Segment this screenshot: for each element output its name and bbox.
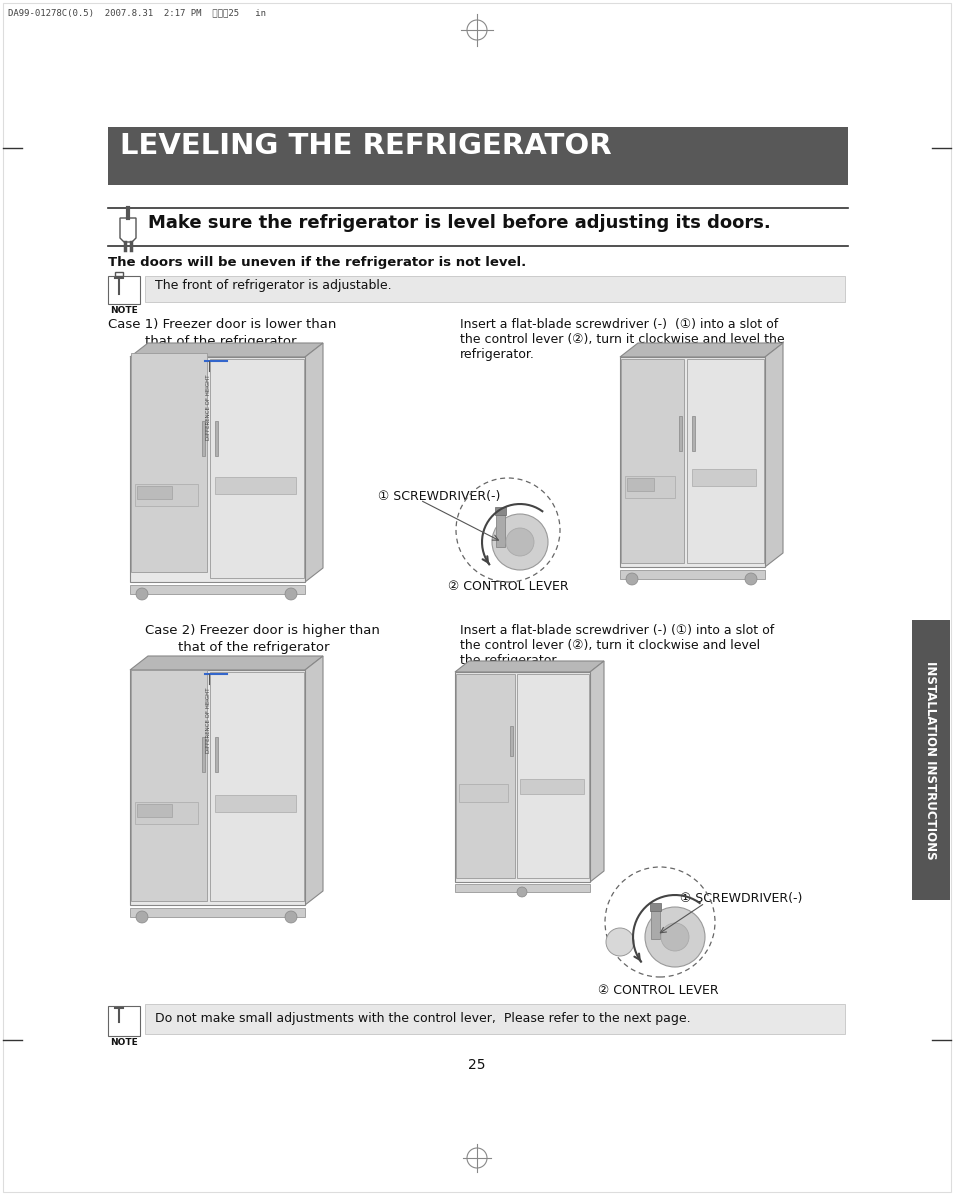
Bar	[135, 484, 198, 505]
Bar	[510, 727, 513, 756]
Text: the control lever (②), turn it clockwise and level the: the control lever (②), turn it clockwise…	[459, 333, 783, 347]
Circle shape	[644, 907, 704, 967]
Circle shape	[492, 514, 547, 570]
Bar	[649, 903, 660, 911]
Text: ① SCREWDRIVER(-): ① SCREWDRIVER(-)	[679, 891, 801, 905]
Circle shape	[660, 923, 688, 951]
Bar	[202, 421, 205, 455]
Bar	[517, 674, 588, 878]
Bar	[131, 353, 207, 572]
Polygon shape	[130, 656, 323, 670]
Bar	[130, 670, 305, 905]
Text: Case 2) Freezer door is higher than: Case 2) Freezer door is higher than	[145, 624, 379, 637]
Bar	[455, 884, 589, 891]
Bar	[130, 908, 305, 917]
Text: Insert a flat-blade screwdriver (-) (①) into a slot of: Insert a flat-blade screwdriver (-) (①) …	[459, 624, 774, 637]
Bar	[130, 357, 305, 582]
Bar	[455, 672, 589, 882]
Bar	[456, 674, 515, 878]
Bar	[650, 903, 659, 939]
Text: ① SCREWDRIVER(-): ① SCREWDRIVER(-)	[377, 490, 500, 503]
Text: The front of refrigerator is adjustable.: The front of refrigerator is adjustable.	[154, 278, 392, 292]
Bar	[210, 672, 304, 901]
Circle shape	[605, 929, 634, 956]
Text: Make sure the refrigerator is level before adjusting its doors.: Make sure the refrigerator is level befo…	[148, 214, 770, 232]
Circle shape	[625, 572, 638, 586]
Circle shape	[744, 572, 757, 586]
Bar	[145, 276, 844, 302]
Bar	[214, 477, 295, 494]
Text: ② CONTROL LEVER: ② CONTROL LEVER	[598, 983, 718, 997]
Bar	[619, 357, 764, 566]
Circle shape	[136, 588, 148, 600]
Bar	[624, 476, 674, 497]
Bar	[131, 670, 207, 901]
Text: LEVELING THE REFRIGERATOR: LEVELING THE REFRIGERATOR	[120, 131, 611, 160]
Bar	[214, 421, 218, 455]
Text: DA99-01278C(0.5)  2007.8.31  2:17 PM  페이진25   in: DA99-01278C(0.5) 2007.8.31 2:17 PM 페이진25…	[8, 8, 266, 17]
Text: the refrigerator.: the refrigerator.	[459, 654, 558, 667]
Polygon shape	[589, 661, 603, 882]
Text: the control lever (②), turn it clockwise and level: the control lever (②), turn it clockwise…	[459, 639, 760, 652]
Polygon shape	[305, 656, 323, 905]
Text: Do not make small adjustments with the control lever,  Please refer to the next : Do not make small adjustments with the c…	[154, 1012, 690, 1025]
Bar	[108, 127, 847, 185]
Text: INSTALLATION INSTRUCTIONS: INSTALLATION INSTRUCTIONS	[923, 661, 937, 859]
Circle shape	[505, 528, 534, 556]
Bar	[620, 358, 683, 563]
Bar	[210, 358, 304, 578]
Circle shape	[285, 588, 296, 600]
Bar	[214, 737, 218, 772]
Circle shape	[517, 887, 526, 897]
Bar	[137, 485, 172, 498]
Bar	[495, 507, 505, 515]
Bar	[496, 509, 504, 547]
Text: NOTE: NOTE	[110, 306, 138, 315]
Bar	[135, 802, 198, 825]
Bar	[686, 358, 763, 563]
Bar	[519, 779, 583, 793]
Text: that of the refrigerator: that of the refrigerator	[178, 641, 329, 654]
Polygon shape	[619, 343, 782, 357]
Text: DIFFERENCE OF HEIGHT: DIFFERENCE OF HEIGHT	[206, 687, 212, 753]
Circle shape	[136, 911, 148, 923]
Bar	[137, 804, 172, 817]
Text: Case 1) Freezer door is lower than: Case 1) Freezer door is lower than	[108, 318, 336, 331]
Text: refrigerator.: refrigerator.	[459, 348, 535, 361]
Text: Insert a flat-blade screwdriver (-)  (①) into a slot of: Insert a flat-blade screwdriver (-) (①) …	[459, 318, 778, 331]
Text: that of the refrigerator: that of the refrigerator	[145, 335, 296, 348]
Bar	[115, 272, 123, 276]
Bar	[145, 1004, 844, 1034]
Bar	[108, 276, 140, 304]
Bar	[202, 737, 205, 772]
Bar	[108, 1006, 140, 1036]
Bar	[691, 470, 755, 486]
Bar	[911, 620, 949, 900]
Polygon shape	[764, 343, 782, 566]
Text: DIFFERENCE OF HEIGHT: DIFFERENCE OF HEIGHT	[206, 374, 212, 440]
Polygon shape	[130, 343, 323, 357]
Text: ② CONTROL LEVER: ② CONTROL LEVER	[448, 580, 568, 593]
Bar	[691, 416, 694, 451]
Polygon shape	[305, 343, 323, 582]
Circle shape	[285, 911, 296, 923]
Bar	[679, 416, 681, 451]
Bar	[626, 478, 654, 490]
Bar	[458, 784, 508, 802]
Bar	[214, 795, 295, 813]
Polygon shape	[455, 661, 603, 672]
Bar	[619, 570, 764, 580]
Text: NOTE: NOTE	[110, 1038, 138, 1047]
Text: The doors will be uneven if the refrigerator is not level.: The doors will be uneven if the refriger…	[108, 256, 526, 269]
Text: 25: 25	[468, 1058, 485, 1072]
Bar	[130, 586, 305, 594]
